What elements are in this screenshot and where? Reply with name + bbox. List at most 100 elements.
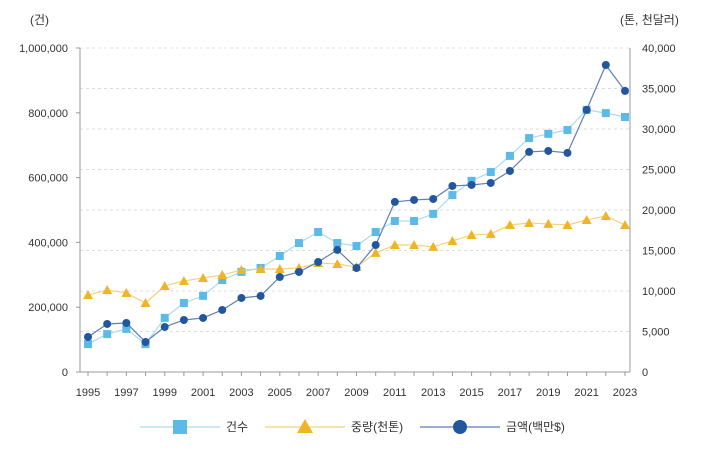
legend-item: 건수 (140, 420, 248, 434)
data-point (122, 324, 131, 333)
series-1 (83, 210, 630, 307)
left-axis-unit: (건) (30, 13, 49, 27)
data-point (563, 125, 572, 134)
data-point (621, 113, 629, 122)
data-point (505, 166, 514, 175)
data-point (621, 86, 629, 95)
data-point (390, 197, 399, 206)
legend-label: 건수 (226, 420, 248, 434)
data-point (121, 287, 132, 297)
data-point (274, 263, 285, 273)
legend-circle-icon (453, 420, 467, 434)
x-tick-label: 2013 (421, 387, 445, 399)
data-point (160, 322, 169, 331)
data-point (486, 168, 495, 177)
left-tick-label: 800,000 (28, 108, 68, 120)
data-point (370, 247, 381, 257)
x-tick-label: 2017 (498, 387, 522, 399)
data-point (198, 272, 209, 282)
x-tick-label: 1999 (152, 387, 176, 399)
data-point (486, 178, 495, 187)
data-point (83, 290, 93, 300)
series-line (87, 63, 626, 343)
legend-label: 중량(천톤) (351, 419, 403, 434)
x-tick-label: 2011 (383, 387, 407, 399)
data-point (199, 291, 208, 300)
data-point (562, 219, 573, 229)
legend-label: 금액(백만$) (506, 420, 565, 434)
data-point (352, 241, 361, 250)
data-point (389, 239, 400, 249)
data-point (448, 181, 457, 190)
data-point (504, 219, 515, 229)
right-tick-label: 10,000 (642, 286, 676, 298)
data-point (237, 293, 246, 302)
x-tick-label: 2001 (191, 387, 215, 399)
right-tick-label: 35,000 (642, 84, 676, 96)
data-point (429, 194, 438, 203)
right-tick-label: 20,000 (642, 205, 676, 217)
data-point (467, 176, 476, 185)
data-point (314, 258, 323, 267)
series-2 (84, 61, 629, 347)
data-point (390, 217, 399, 226)
left-tick-label: 0 (62, 367, 68, 379)
data-point (352, 263, 361, 272)
data-point (448, 191, 457, 200)
legend-item: 금액(백만$) (420, 420, 565, 434)
data-point (467, 180, 476, 189)
right-tick-label: 15,000 (642, 246, 676, 258)
legend-triangle-icon (297, 419, 313, 433)
data-point (544, 129, 553, 138)
data-point (103, 330, 112, 339)
data-point (544, 146, 553, 155)
data-point (179, 298, 188, 307)
x-tick-label: 2023 (613, 387, 637, 399)
data-point (236, 264, 247, 274)
data-point (84, 333, 92, 342)
data-point (333, 245, 342, 254)
legend-square-icon (173, 420, 187, 434)
left-tick-label: 200,000 (28, 302, 68, 314)
data-point (581, 214, 592, 224)
data-point (140, 297, 151, 307)
x-tick-label: 1995 (76, 387, 100, 399)
data-point (255, 263, 266, 273)
data-point (447, 235, 458, 245)
data-point (314, 228, 323, 237)
right-tick-label: 40,000 (642, 43, 676, 55)
right-tick-label: 30,000 (642, 124, 676, 136)
legend-item: 중량(천톤) (265, 419, 403, 434)
data-point (332, 258, 343, 268)
x-tick-label: 2007 (306, 387, 330, 399)
data-point (103, 319, 112, 328)
right-axis-unit: (톤, 천달러) (620, 12, 679, 27)
data-point (122, 318, 131, 327)
data-point (371, 240, 380, 249)
data-point (524, 217, 535, 227)
data-point (217, 269, 228, 279)
data-point (218, 305, 227, 314)
left-tick-label: 400,000 (28, 237, 68, 249)
data-point (409, 239, 420, 249)
data-point (525, 147, 534, 156)
data-point (275, 252, 284, 261)
x-tick-label: 2003 (229, 387, 253, 399)
data-point (159, 280, 170, 290)
data-point (102, 284, 113, 294)
data-point (275, 272, 284, 281)
x-tick-label: 1997 (114, 387, 138, 399)
data-point (525, 134, 534, 143)
data-point (466, 229, 477, 239)
data-point (410, 217, 419, 226)
data-point (199, 313, 208, 322)
right-tick-label: 0 (642, 367, 648, 379)
data-point (410, 195, 419, 204)
x-tick-label: 2009 (344, 387, 368, 399)
data-point (141, 338, 150, 347)
data-point (294, 239, 303, 248)
x-tick-label: 2021 (574, 387, 598, 399)
data-point (505, 151, 514, 160)
